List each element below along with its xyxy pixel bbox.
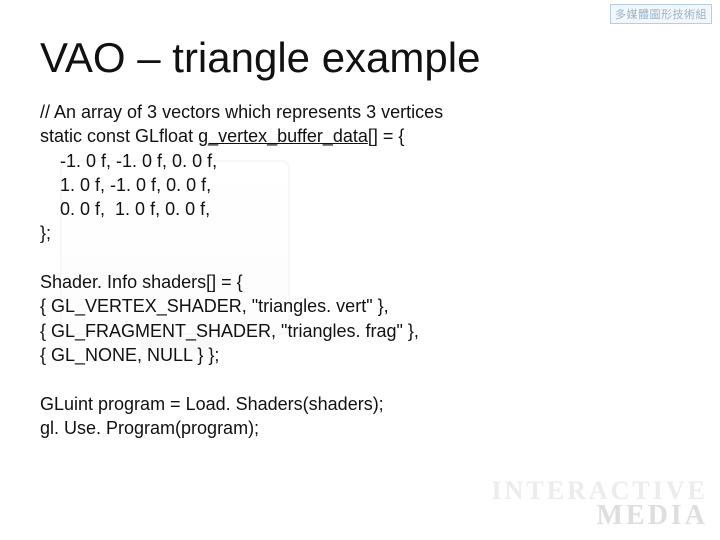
code-line: GLuint program = Load. Shaders(shaders); xyxy=(40,392,680,416)
content: VAO – triangle example // An array of 3 … xyxy=(40,34,680,440)
code-line: // An array of 3 vectors which represent… xyxy=(40,100,680,124)
watermark: INTERACTIVE MEDIA xyxy=(492,478,709,530)
watermark-line-1: INTERACTIVE xyxy=(492,478,709,504)
slide-title: VAO – triangle example xyxy=(40,34,680,82)
slide: 多媒體圖形技術組 VAO – triangle example // An ar… xyxy=(0,0,720,540)
code-line: 1. 0 f, -1. 0 f, 0. 0 f, xyxy=(40,173,680,197)
watermark-line-2: MEDIA xyxy=(492,502,709,530)
code-line: }; xyxy=(40,221,680,245)
code-line: { GL_FRAGMENT_SHADER, "triangles. frag" … xyxy=(40,319,680,343)
code-line xyxy=(40,367,680,391)
code-line xyxy=(40,246,680,270)
code-block: // An array of 3 vectors which represent… xyxy=(40,100,680,440)
code-line: Shader. Info shaders[] = { xyxy=(40,270,680,294)
code-line: static const GLfloat g_vertex_buffer_dat… xyxy=(40,124,680,148)
code-line: { GL_VERTEX_SHADER, "triangles. vert" }, xyxy=(40,294,680,318)
code-line: gl. Use. Program(program); xyxy=(40,416,680,440)
code-line: 0. 0 f, 1. 0 f, 0. 0 f, xyxy=(40,197,680,221)
corner-badge: 多媒體圖形技術組 xyxy=(610,4,712,24)
code-line: -1. 0 f, -1. 0 f, 0. 0 f, xyxy=(40,149,680,173)
code-line: { GL_NONE, NULL } }; xyxy=(40,343,680,367)
